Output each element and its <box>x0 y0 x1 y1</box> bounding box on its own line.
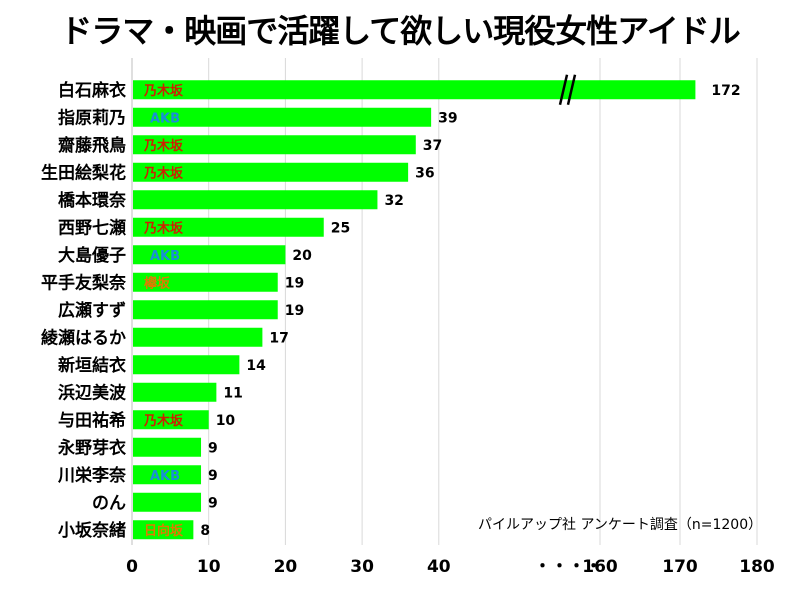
value-label: 19 <box>285 275 304 291</box>
group-tag: 乃木坂 <box>143 138 184 154</box>
category-label: のん <box>92 493 126 513</box>
group-tag: AKB <box>150 469 180 484</box>
bar-6 <box>133 217 324 237</box>
group-tag: AKB <box>150 111 180 126</box>
bar-4 <box>133 162 409 182</box>
value-label: 11 <box>223 385 242 401</box>
category-label: 広瀬すず <box>58 300 126 321</box>
category-label: 西野七瀬 <box>58 218 126 238</box>
source-note: パイルアップ社 アンケート調査（n=1200） <box>478 517 763 533</box>
category-label: 川栄李奈 <box>57 465 127 486</box>
bar-8 <box>133 272 278 292</box>
bar-1 <box>133 80 696 100</box>
bar-10 <box>133 327 263 347</box>
category-label: 白石麻衣 <box>58 80 126 101</box>
x-tick-label: 30 <box>350 557 374 577</box>
x-tick-label: 40 <box>427 557 451 577</box>
x-tick-label: ・・・・ <box>534 557 602 577</box>
x-tick-label: 170 <box>662 557 698 577</box>
bar-7 <box>133 245 286 265</box>
bar-3 <box>133 135 416 155</box>
value-label: 9 <box>208 440 218 456</box>
bar-14 <box>133 437 202 457</box>
value-label: 36 <box>415 165 434 181</box>
x-tick-label: 10 <box>197 557 221 577</box>
value-label: 20 <box>292 248 312 264</box>
category-label: 浜辺美波 <box>58 382 127 403</box>
x-tick-label: 180 <box>739 557 775 577</box>
value-label: 172 <box>711 83 740 99</box>
category-label: 平手友梨奈 <box>41 272 127 293</box>
value-label: 32 <box>384 193 403 209</box>
value-label: 14 <box>246 358 266 374</box>
category-label: 大島優子 <box>58 245 126 266</box>
category-label: 綾瀬はるか <box>41 327 126 348</box>
x-tick-label: 0 <box>126 557 138 577</box>
bar-13 <box>133 410 209 430</box>
axis-break-mark <box>566 74 577 106</box>
bar-17 <box>133 520 194 540</box>
category-label: 指原莉乃 <box>58 107 126 128</box>
category-label: 生田絵梨花 <box>41 162 126 183</box>
category-label: 与田祐希 <box>58 410 126 431</box>
x-tick-label: 160 <box>582 557 618 577</box>
value-label: 8 <box>200 523 210 539</box>
value-label: 9 <box>208 495 218 511</box>
bar-11 <box>133 355 240 375</box>
bar-5 <box>133 190 378 210</box>
bar-9 <box>133 300 278 320</box>
category-label: 新垣結衣 <box>58 355 126 376</box>
category-label: 小坂奈緒 <box>58 520 126 541</box>
value-label: 25 <box>331 220 350 236</box>
group-tag: 乃木坂 <box>143 413 184 429</box>
value-label: 39 <box>438 110 457 126</box>
bar-2 <box>133 107 432 127</box>
axis-break-mark <box>558 74 569 106</box>
x-tick-label: 20 <box>274 557 298 577</box>
value-label: 9 <box>208 468 218 484</box>
group-tag: 乃木坂 <box>143 83 184 99</box>
bar-16 <box>133 492 202 512</box>
group-tag: 乃木坂 <box>143 220 184 236</box>
group-tag: 乃木坂 <box>143 165 184 181</box>
value-label: 37 <box>423 138 442 154</box>
group-tag: 日向坂 <box>144 523 184 539</box>
value-label: 10 <box>216 413 236 429</box>
chart-title: ドラマ・映画で活躍して欲しい現役女性アイドル <box>60 12 740 50</box>
value-label: 19 <box>285 303 304 319</box>
group-tag: AKB <box>150 249 180 264</box>
bar-15 <box>133 465 202 485</box>
category-label: 永野芽衣 <box>57 437 126 458</box>
group-tag: 欅坂 <box>144 275 171 291</box>
category-label: 齋藤飛鳥 <box>57 135 126 156</box>
bar-12 <box>133 382 217 402</box>
value-label: 17 <box>269 330 288 346</box>
category-label: 橋本環奈 <box>58 190 127 211</box>
